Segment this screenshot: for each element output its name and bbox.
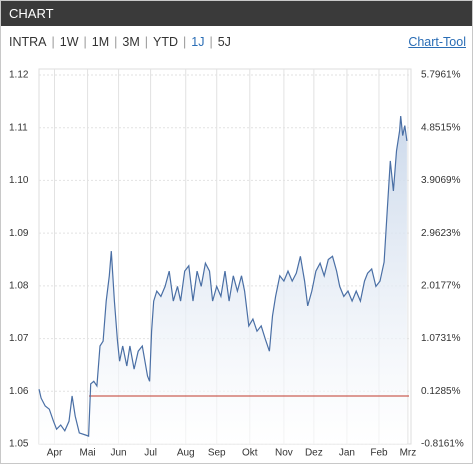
tab-separator: | <box>83 35 87 49</box>
x-tick-label: Dez <box>305 448 323 459</box>
range-tab[interactable]: 1W <box>59 35 79 49</box>
y2-tick-label: 5.7961% <box>421 70 461 81</box>
range-tabs: INTRA | 1W | 1M | 3M | YTD | 1J | 5J <box>9 35 231 49</box>
range-tab[interactable]: 1J <box>191 35 205 49</box>
y-tick-label: 1.09 <box>9 228 29 239</box>
x-tick-label: Jan <box>339 448 355 459</box>
x-tick-label: Jul <box>144 448 157 459</box>
y-tick-label: 1.07 <box>9 333 29 344</box>
y-tick-label: 1.06 <box>9 386 29 397</box>
tab-separator: | <box>51 35 55 49</box>
x-tick-label: Jun <box>111 448 127 459</box>
y-tick-label: 1.05 <box>9 439 29 450</box>
range-tab[interactable]: INTRA <box>9 35 47 49</box>
x-tick-label: Feb <box>370 448 388 459</box>
header-title: CHART <box>1 1 472 26</box>
y2-tick-label: -0.8161% <box>421 439 464 450</box>
range-tab[interactable]: 1M <box>91 35 110 49</box>
x-tick-label: Mai <box>80 448 96 459</box>
x-tick-label: Nov <box>275 448 293 459</box>
y-tick-label: 1.10 <box>9 175 29 186</box>
area <box>39 116 407 444</box>
y-tick-label: 1.08 <box>9 280 29 291</box>
tab-separator: | <box>183 35 187 49</box>
tab-separator: | <box>144 35 148 49</box>
range-tab[interactable]: 5J <box>217 35 231 49</box>
x-tick-label: Okt <box>242 448 258 459</box>
y2-tick-label: 3.9069% <box>421 175 461 186</box>
range-tab[interactable]: 3M <box>122 35 140 49</box>
line <box>38 116 408 437</box>
y-tick-label: 1.11 <box>9 122 28 133</box>
y-tick-label: 1.12 <box>9 70 29 81</box>
y2-tick-label: 2.9623% <box>421 228 461 239</box>
x-tick-label: Aug <box>177 448 195 459</box>
x-tick-label: Mrz <box>400 448 417 459</box>
tab-separator: | <box>209 35 213 49</box>
y2-tick-label: 1.0731% <box>421 333 461 344</box>
y2-tick-label: 4.8515% <box>421 122 461 133</box>
y2-tick-label: 2.0177% <box>421 280 461 291</box>
y2-tick-label: 0.1285% <box>421 386 461 397</box>
x-tick-label: Apr <box>47 448 63 459</box>
x-tick-label: Sep <box>208 448 226 459</box>
range-tab[interactable]: YTD <box>153 35 178 49</box>
chart-tool-link[interactable]: Chart-Tool <box>408 35 466 49</box>
tab-separator: | <box>114 35 118 49</box>
